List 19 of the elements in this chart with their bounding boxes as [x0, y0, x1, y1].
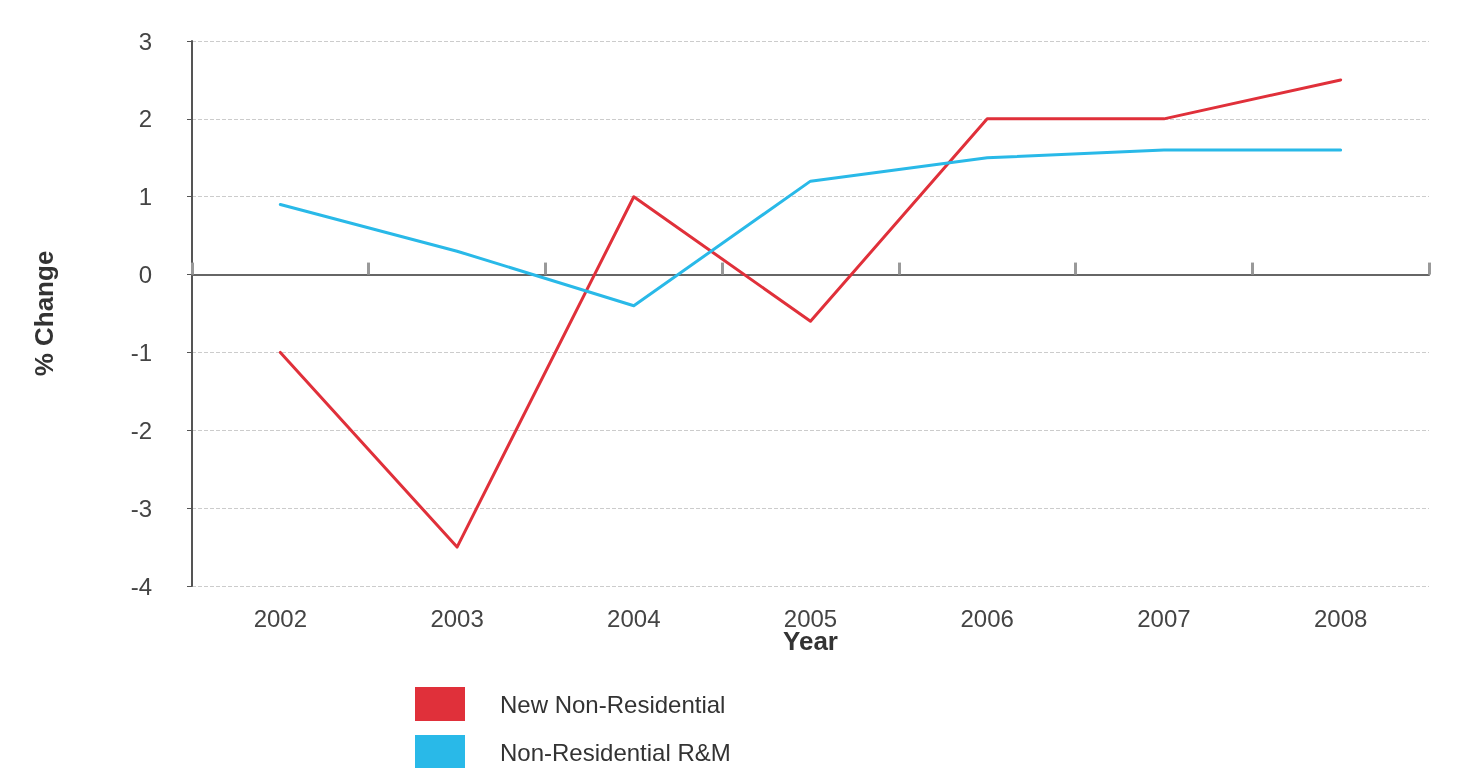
x-tick-label: 2002: [253, 604, 308, 632]
legend-label: Non-Residential R&M: [500, 738, 731, 766]
x-tick-label: 2007: [1137, 604, 1191, 632]
x-tick-label: 2008: [1313, 604, 1368, 632]
x-tick-label: 2003: [430, 604, 484, 632]
y-tick-label: 3: [138, 27, 152, 55]
y-tick-label: -3: [130, 494, 152, 522]
y-tick-label: -4: [130, 572, 152, 600]
y-tick-label: 1: [138, 183, 152, 211]
y-tick-label: 0: [138, 261, 152, 289]
y-axis-title: % Change: [29, 250, 59, 377]
x-tick-label: 2006: [960, 604, 1014, 632]
y-tick-label: -1: [130, 338, 152, 366]
x-tick-label: 2004: [607, 604, 661, 632]
y-tick-label: -2: [130, 416, 152, 444]
line-series: [278, 78, 1343, 549]
y-tick-label: 2: [138, 105, 152, 133]
line-series: [278, 148, 1343, 308]
legend-label: New Non-Residential: [500, 690, 726, 718]
